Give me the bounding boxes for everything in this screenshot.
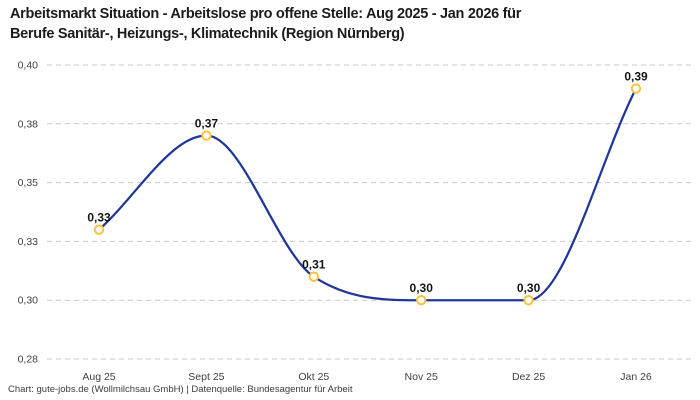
x-axis-tick-label: Jan 26	[620, 371, 652, 383]
x-axis-tick-label: Sept 25	[188, 371, 224, 383]
x-axis-tick-label: Dez 25	[512, 371, 545, 383]
chart-title: Arbeitsmarkt Situation - Arbeitslose pro…	[10, 4, 690, 44]
y-axis-tick-label: 0,30	[18, 295, 39, 307]
series-line	[97, 87, 638, 302]
chart-title-line2: Berufe Sanitär-, Heizungs-, Klimatechnik…	[10, 26, 405, 42]
y-axis-tick-label: 0,28	[18, 354, 39, 366]
data-point-marker[interactable]	[523, 295, 534, 306]
data-point-value-label: 0,33	[87, 211, 111, 225]
data-point-marker[interactable]	[308, 271, 319, 282]
y-axis-tick-label: 0,40	[18, 60, 39, 72]
data-point-value-label: 0,30	[517, 281, 541, 295]
y-axis-tick-label: 0,33	[18, 236, 39, 248]
data-point-marker[interactable]	[630, 83, 642, 94]
x-axis-tick-label: Aug 25	[82, 371, 115, 383]
data-point-marker[interactable]	[201, 130, 212, 141]
data-point-value-label: 0,30	[410, 281, 434, 295]
data-point-value-label: 0,37	[195, 117, 219, 131]
data-point-marker[interactable]	[93, 224, 105, 235]
y-axis-tick-label: 0,38	[18, 118, 39, 130]
chart-title-line1: Arbeitsmarkt Situation - Arbeitslose pro…	[10, 6, 522, 22]
y-axis-tick-label: 0,35	[18, 177, 39, 189]
data-point-marker[interactable]	[416, 295, 427, 306]
x-axis-tick-label: Okt 25	[298, 371, 329, 383]
data-point-value-label: 0,39	[624, 70, 648, 84]
x-axis-tick-label: Nov 25	[405, 371, 438, 383]
chart-credit: Chart: gute-jobs.de (Wollmilchsau GmbH) …	[8, 384, 353, 395]
data-point-value-label: 0,31	[302, 258, 326, 272]
